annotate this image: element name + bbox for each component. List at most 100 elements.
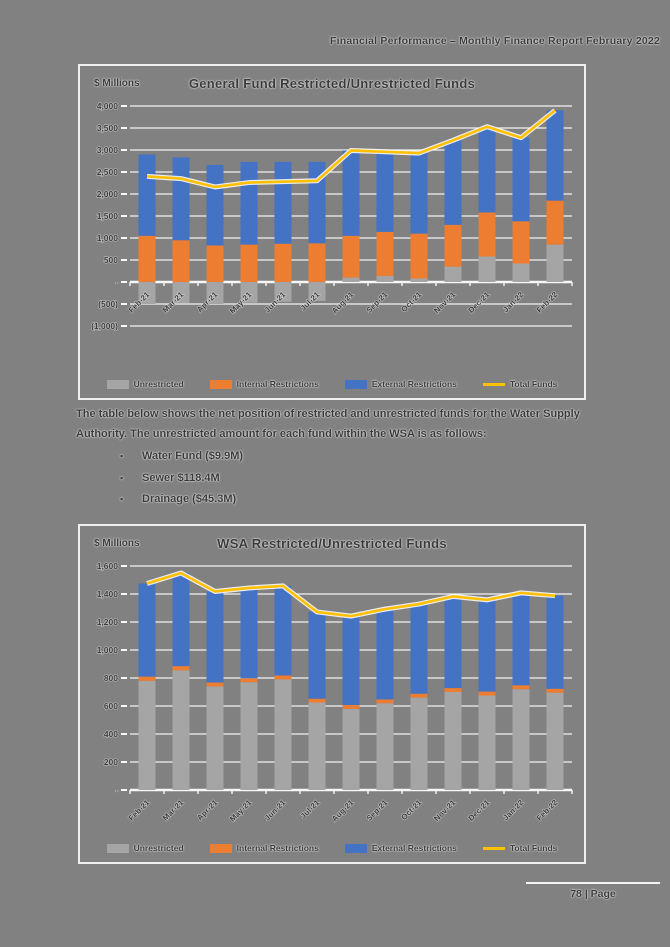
bar-segment-internal-restrictions xyxy=(546,688,564,693)
legend-color-swatch xyxy=(209,843,232,853)
bullet-item: ▪ Sewer $118.4M xyxy=(120,468,243,490)
bar-segment-external-restrictions xyxy=(478,599,496,692)
bar-segment-external-restrictions xyxy=(376,151,394,232)
chart-wsa: $ Millions WSA Restricted/Unrestricted F… xyxy=(78,524,586,864)
bar-segment-unrestricted xyxy=(478,256,496,282)
legend-label: Internal Restrictions xyxy=(236,843,319,853)
bar-segment-unrestricted xyxy=(546,244,564,282)
legend-label: External Restrictions xyxy=(371,843,457,853)
bullet-text: Drainage ($45.3M) xyxy=(142,493,237,505)
y-axis-tick-label: - xyxy=(115,277,118,287)
bar-segment-external-restrictions xyxy=(376,609,394,700)
bar-segment-internal-restrictions xyxy=(410,233,428,279)
legend-label: Unrestricted xyxy=(133,843,184,853)
bar-segment-internal-restrictions xyxy=(240,244,258,282)
bar-segment-internal-restrictions xyxy=(444,224,462,267)
x-axis-label: Apr-21 xyxy=(195,798,220,823)
bar-segment-unrestricted xyxy=(172,670,190,790)
legend-label: Total Funds xyxy=(509,379,558,389)
x-axis-label: Nov-21 xyxy=(432,290,458,316)
bar-segment-external-restrictions xyxy=(274,585,292,676)
bullet-marker: ▪ xyxy=(120,451,124,461)
legend-color-swatch xyxy=(344,843,367,853)
legend-item-internal-restrictions: Internal Restrictions xyxy=(209,379,319,389)
legend-label: Internal Restrictions xyxy=(236,379,319,389)
bar-segment-internal-restrictions xyxy=(138,235,156,282)
y-axis-tick-label: (1,000) xyxy=(91,321,118,331)
x-axis-label: Oct-21 xyxy=(399,290,423,314)
y-axis-tick-label: 800 xyxy=(104,673,118,683)
y-axis-tick-label: 200 xyxy=(104,757,118,767)
chart-title: General Fund Restricted/Unrestricted Fun… xyxy=(188,76,476,91)
bar-segment-unrestricted xyxy=(342,708,360,790)
bar-segment-unrestricted xyxy=(172,282,190,304)
bar-segment-internal-restrictions xyxy=(240,678,258,683)
bullet-text: Water Fund ($9.9M) xyxy=(142,450,244,462)
bar-segment-external-restrictions xyxy=(138,154,156,236)
x-axis-label: Sep-21 xyxy=(364,290,389,315)
x-axis-label: Jun-21 xyxy=(263,798,288,823)
legend-line-swatch xyxy=(482,382,505,386)
bar-segment-external-restrictions xyxy=(410,153,428,234)
bar-segment-internal-restrictions xyxy=(478,212,496,257)
y-axis-tick-label: 600 xyxy=(104,701,118,711)
legend-item-unrestricted: Unrestricted xyxy=(106,379,184,389)
x-axis-label: Feb-21 xyxy=(127,798,152,823)
bar-segment-unrestricted xyxy=(274,282,292,302)
bar-segment-unrestricted xyxy=(512,689,530,790)
bar-segment-unrestricted xyxy=(376,275,394,282)
chart-title: WSA Restricted/Unrestricted Funds xyxy=(217,536,447,551)
bar-segment-internal-restrictions xyxy=(308,698,326,703)
x-axis-label: Feb-22 xyxy=(535,798,560,823)
bar-segment-unrestricted xyxy=(376,703,394,790)
y-axis-tick-label: 1,400 xyxy=(97,589,119,599)
legend-label: Unrestricted xyxy=(133,379,184,389)
chart-legend: Unrestricted Internal Restrictions Externa… xyxy=(80,843,584,853)
bar-segment-external-restrictions xyxy=(444,140,462,225)
total-funds-line xyxy=(146,109,556,189)
y-axis-tick-label: (500) xyxy=(98,299,118,309)
bar-segment-external-restrictions xyxy=(478,126,496,213)
y-axis-tick-label: 1,600 xyxy=(97,561,119,571)
bullet-marker: ▪ xyxy=(120,472,124,483)
bar-segment-unrestricted xyxy=(206,282,224,304)
x-axis-label: Nov-21 xyxy=(432,798,458,824)
legend-color-swatch xyxy=(106,843,129,853)
bar-segment-external-restrictions xyxy=(138,583,156,677)
bar-segment-internal-restrictions xyxy=(546,200,564,245)
legend-item-internal-restrictions: Internal Restrictions xyxy=(209,843,319,853)
y-axis-tick-label: 4,000 xyxy=(97,101,119,111)
legend-item-external-restrictions: External Restrictions xyxy=(344,379,457,389)
x-axis-label: Dec-21 xyxy=(466,798,491,823)
y-axis-tick-label: 2,000 xyxy=(97,189,119,199)
bar-segment-external-restrictions xyxy=(410,604,428,694)
bar-segment-external-restrictions xyxy=(172,157,190,241)
y-axis-tick-label: 2,500 xyxy=(97,167,119,177)
legend-item-total-funds: Total Funds xyxy=(482,843,557,853)
legend-color-swatch xyxy=(106,379,129,389)
bullet-item: ▪ Water Fund ($9.9M) xyxy=(120,446,243,468)
legend-label: External Restrictions xyxy=(371,379,457,389)
bar-segment-unrestricted xyxy=(240,682,258,790)
bar-segment-unrestricted xyxy=(444,692,462,790)
x-axis-label: Jan-22 xyxy=(501,290,526,315)
bar-segment-unrestricted xyxy=(342,277,360,282)
y-axis-tick-label: 1,500 xyxy=(97,211,119,221)
bar-segment-internal-restrictions xyxy=(410,693,428,698)
bar-segment-external-restrictions xyxy=(240,161,258,245)
y-axis-tick-label: 3,500 xyxy=(97,123,119,133)
bar-segment-internal-restrictions xyxy=(206,245,224,282)
legend-color-swatch xyxy=(209,379,232,389)
y-axis-title: $ Millions xyxy=(94,538,140,549)
bullet-marker: ▪ xyxy=(120,494,124,504)
bar-segment-unrestricted xyxy=(240,282,258,303)
y-axis-tick-label: 3,000 xyxy=(97,145,119,155)
chart-general-fund: $ Millions General Fund Restricted/Unres… xyxy=(78,64,586,400)
bar-segment-internal-restrictions xyxy=(342,705,360,709)
bullet-list: ▪ Water Fund ($9.9M) ▪ Sewer $118.4M ▪ Drai… xyxy=(120,446,243,511)
bar-segment-internal-restrictions xyxy=(206,682,224,687)
bar-segment-unrestricted xyxy=(410,278,428,282)
bar-segment-internal-restrictions xyxy=(376,231,394,276)
total-funds-line xyxy=(146,571,556,618)
